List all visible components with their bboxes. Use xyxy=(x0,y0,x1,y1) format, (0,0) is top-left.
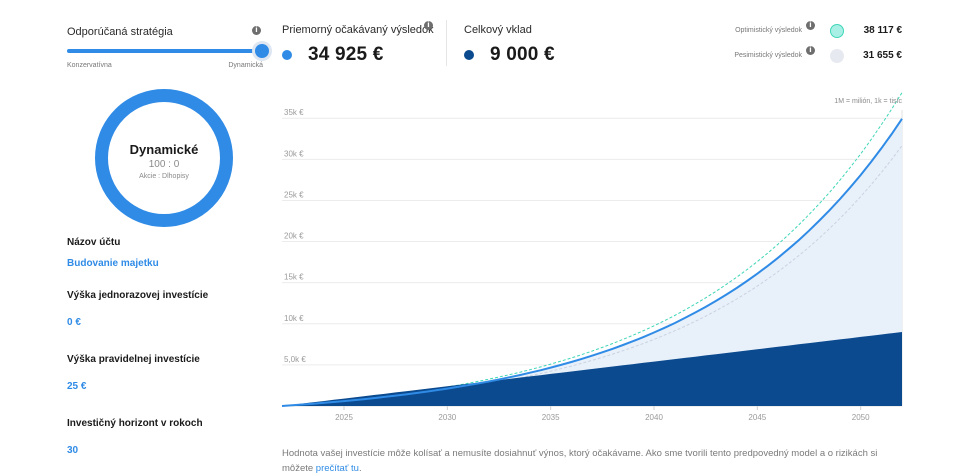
disclaimer-end: . xyxy=(358,463,362,474)
expected-legend-dot xyxy=(282,50,292,60)
optimistic-toggle[interactable] xyxy=(830,24,844,38)
pessimistic-label: Pesimistický výsledok xyxy=(734,52,802,59)
optimistic-result: Optimistický výsledok i 38 117 € xyxy=(700,21,910,42)
y-tick-label: 35k € xyxy=(284,108,304,117)
deposit-area xyxy=(282,332,902,406)
disclaimer: Hodnota vašej investície môže kolísať a … xyxy=(282,446,892,474)
chart-scale-note: 1M = milión, 1k = tisíc xyxy=(834,98,902,105)
y-tick-label: 30k € xyxy=(284,149,304,158)
account-name-label: Názov účtu xyxy=(67,237,121,248)
x-tick-label: 2050 xyxy=(852,413,870,422)
y-tick-label: 20k € xyxy=(284,232,304,241)
horizon-label: Investičný horizont v rokoch xyxy=(67,418,203,429)
x-tick-label: 2035 xyxy=(542,413,560,422)
strategy-label: Odporúčaná stratégia xyxy=(67,26,173,38)
y-tick-label: 25k € xyxy=(284,190,304,199)
y-tick-label: 15k € xyxy=(284,273,304,282)
regular-investment-value[interactable]: 25 € xyxy=(67,381,87,392)
strategy-slider-handle[interactable] xyxy=(255,44,269,58)
disclaimer-text: Hodnota vašej investície môže kolísať a … xyxy=(282,448,878,474)
pessimistic-toggle[interactable] xyxy=(830,49,844,63)
x-tick-label: 2040 xyxy=(645,413,663,422)
total-deposit-label: Celkový vklad xyxy=(464,24,532,36)
expected-area xyxy=(282,118,902,407)
regular-investment-label: Výška pravidelnej investície xyxy=(67,354,200,365)
x-tick-label: 2045 xyxy=(748,413,766,422)
expected-result-value: 34 925 € xyxy=(308,44,384,65)
x-tick-label: 2030 xyxy=(438,413,456,422)
pessimistic-line xyxy=(281,145,903,407)
info-icon[interactable]: i xyxy=(252,26,261,35)
expected-result: Priemorný očakávaný výsledok i 34 925 € xyxy=(282,20,434,65)
info-icon[interactable]: i xyxy=(424,21,433,30)
expected-line xyxy=(281,118,903,407)
donut-ratio: 100 : 0 xyxy=(148,159,180,170)
y-tick-label: 10k € xyxy=(284,314,304,323)
slider-min-label: Konzervatívna xyxy=(67,62,112,69)
info-icon[interactable]: i xyxy=(806,21,815,30)
header-divider xyxy=(446,20,447,66)
expected-result-label: Priemorný očakávaný výsledok xyxy=(282,24,434,36)
slider-max-label: Dynamická xyxy=(228,62,263,69)
x-tick-label: 2025 xyxy=(335,413,353,422)
total-deposit-value: 9 000 € xyxy=(490,44,555,65)
lump-sum-value[interactable]: 0 € xyxy=(67,317,81,328)
optimistic-value: 38 117 € xyxy=(863,25,902,36)
info-icon[interactable]: i xyxy=(806,46,815,55)
account-name-value[interactable]: Budovanie majetku xyxy=(67,258,159,269)
optimistic-line xyxy=(281,92,903,407)
read-more-link[interactable]: prečítať tu xyxy=(315,463,359,474)
deposit-legend-dot xyxy=(464,50,474,60)
optimistic-label: Optimistický výsledok xyxy=(735,27,802,34)
donut-title: Dynamické xyxy=(129,142,199,157)
total-deposit: Celkový vklad 9 000 € xyxy=(464,20,555,65)
allocation-donut: Dynamické 100 : 0 Akcie : Dlhopisy xyxy=(95,89,233,227)
donut-subtitle: Akcie : Dlhopisy xyxy=(139,173,189,180)
pessimistic-result: Pesimistický výsledok i 31 655 € xyxy=(700,46,910,67)
lump-sum-label: Výška jednorazovej investície xyxy=(67,290,209,301)
horizon-value[interactable]: 30 xyxy=(67,445,79,456)
pessimistic-value: 31 655 € xyxy=(863,50,902,61)
strategy-slider-track[interactable] xyxy=(67,49,263,53)
y-tick-label: 5,0k € xyxy=(284,355,306,364)
